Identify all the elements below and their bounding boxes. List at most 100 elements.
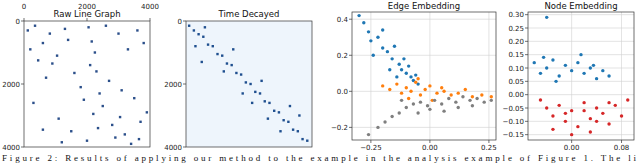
point — [143, 42, 145, 44]
point — [117, 32, 119, 34]
tick-label: 0 — [16, 18, 20, 26]
point — [194, 45, 196, 47]
tick — [183, 21, 186, 22]
point — [383, 120, 386, 123]
point — [139, 121, 141, 123]
point — [589, 117, 592, 120]
grid-line — [528, 134, 634, 135]
tick-label: 2000 — [164, 81, 182, 89]
point — [92, 113, 94, 115]
point — [576, 61, 579, 64]
point — [442, 109, 445, 112]
tick-label: 2000 — [2, 81, 20, 89]
point — [45, 77, 47, 79]
point — [97, 127, 99, 129]
marks — [27, 25, 148, 146]
point — [188, 25, 190, 27]
tick-label: 0.15 — [508, 51, 524, 59]
point — [447, 97, 450, 100]
tick — [525, 68, 528, 69]
point — [433, 99, 436, 102]
point — [251, 102, 253, 104]
tick — [525, 28, 528, 29]
point — [416, 111, 419, 114]
caption: Figure 2: Results of applying our method… — [2, 153, 636, 163]
point — [27, 29, 29, 31]
frame — [528, 12, 634, 140]
point — [480, 93, 483, 96]
tick — [525, 121, 528, 122]
point — [367, 30, 370, 33]
point — [298, 114, 300, 116]
tick — [571, 140, 572, 143]
tick-label: 0 — [22, 3, 26, 11]
point — [449, 93, 452, 96]
grid-line — [528, 41, 634, 42]
frame — [352, 12, 496, 140]
point — [601, 112, 604, 115]
point — [105, 25, 107, 27]
point — [91, 40, 93, 42]
point — [400, 91, 403, 94]
point — [539, 72, 542, 75]
point — [426, 104, 429, 107]
point — [533, 61, 536, 64]
tick-label: −0.15 — [503, 131, 524, 139]
point — [127, 48, 129, 50]
grid-line — [352, 127, 496, 128]
tick-label: 0.25 — [481, 144, 497, 152]
point — [409, 90, 412, 93]
figure: 020004000020004000Raw Line Graph02000400… — [0, 0, 640, 164]
point — [607, 101, 610, 104]
point — [545, 106, 548, 109]
tick — [525, 94, 528, 95]
point — [475, 97, 478, 100]
point — [471, 104, 474, 107]
tick-label: 0.25 — [508, 25, 524, 33]
title: Edge Embedding — [388, 1, 460, 11]
point — [398, 63, 401, 66]
grid-line — [528, 94, 634, 95]
tick-label: 0 — [178, 18, 182, 26]
point — [376, 126, 379, 129]
point — [136, 29, 138, 31]
point — [138, 138, 140, 140]
marks — [188, 25, 309, 142]
point — [381, 46, 384, 49]
point — [579, 53, 582, 56]
point — [570, 69, 573, 72]
point — [582, 109, 585, 112]
point — [193, 29, 195, 31]
point — [297, 130, 299, 132]
point — [589, 66, 592, 69]
point — [395, 82, 398, 85]
point — [34, 25, 36, 27]
point — [267, 117, 269, 119]
point — [260, 80, 262, 82]
point — [70, 130, 72, 132]
tick — [349, 19, 352, 20]
point — [490, 95, 493, 98]
point — [457, 106, 460, 109]
tick — [525, 81, 528, 82]
point — [95, 70, 97, 72]
tick-label: −0.10 — [503, 118, 524, 126]
tick — [21, 21, 24, 22]
point — [414, 73, 417, 76]
point — [381, 28, 384, 31]
point — [273, 110, 275, 112]
point — [464, 88, 467, 91]
tick-label: 0.00 — [422, 144, 438, 152]
grid-line — [528, 68, 634, 69]
grid-line — [488, 12, 489, 140]
tick-label: 0.00 — [564, 144, 580, 152]
point — [268, 102, 270, 104]
point — [592, 64, 595, 67]
point — [51, 62, 53, 64]
point — [73, 72, 75, 74]
point — [412, 102, 415, 105]
tick — [488, 140, 489, 143]
point — [457, 91, 460, 94]
point — [468, 99, 471, 102]
point — [49, 32, 51, 34]
